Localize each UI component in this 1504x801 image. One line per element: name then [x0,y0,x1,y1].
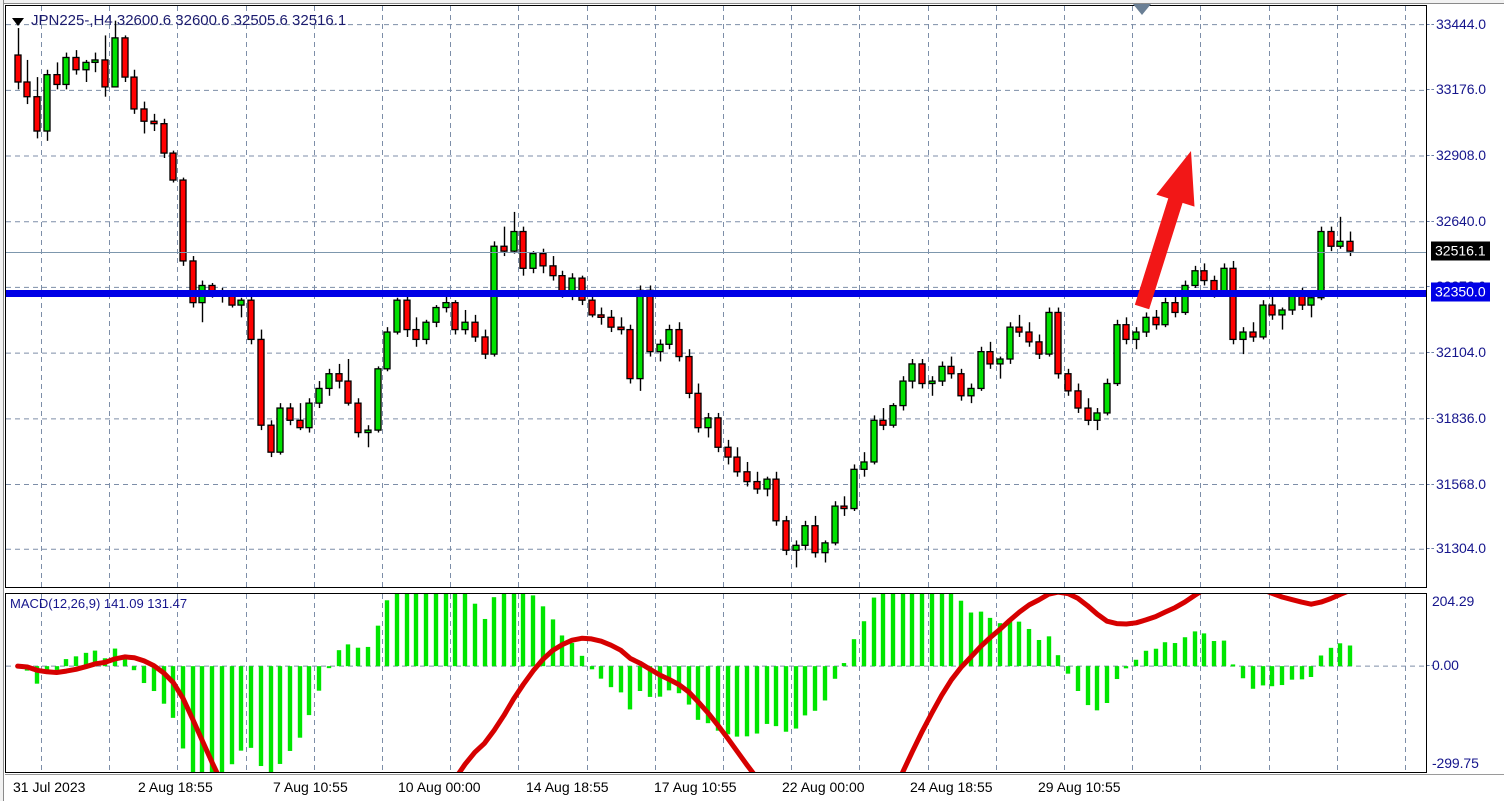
price-axis-tick [1427,220,1434,222]
price-axis-label: 33444.0 [1436,15,1486,32]
price-axis-tick [1427,286,1434,288]
time-axis-label: 17 Aug 10:55 [654,779,737,795]
price-chart-pane[interactable]: JPN225-,H4 32600.6 32600.6 32505.6 32516… [5,5,1427,588]
time-axis-label: 14 Aug 18:55 [526,779,609,795]
macd-axis-label: -299.75 [1432,755,1479,771]
price-axis-label: 31568.0 [1436,475,1486,492]
price-axis-label: 32640.0 [1436,212,1486,229]
chart-title: JPN225-,H4 32600.6 32600.6 32505.6 32516… [31,12,347,29]
period-separator-marker-icon [1133,4,1151,15]
time-axis-label: 10 Aug 00:00 [398,779,481,795]
support-level-line[interactable] [6,289,1426,297]
macd-axis[interactable]: 204.29 0.00 -299.75 [1427,593,1504,773]
time-axis[interactable]: 31 Jul 2023 2 Aug 18:55 7 Aug 10:55 10 Aug … [5,774,1504,801]
time-axis-label: 22 Aug 00:00 [782,779,865,795]
macd-plot [6,594,1426,772]
time-axis-label: 7 Aug 10:55 [273,779,348,795]
support-level-price-tag[interactable]: 32350.0 [1431,282,1490,302]
macd-label: MACD(12,26,9) 141.09 131.47 [10,596,188,611]
time-axis-label: 2 Aug 18:55 [138,779,213,795]
chart-header: JPN225-,H4 32600.6 32600.6 32505.6 32516… [12,12,346,29]
price-axis-tick [1427,89,1434,91]
current-price-tag: 32516.1 [1431,241,1490,261]
price-axis-label: 31304.0 [1436,540,1486,557]
price-axis[interactable]: 33444.033176.032908.032640.032372.032104… [1427,5,1504,588]
window-frame-top [0,0,1504,4]
price-axis-label: 31836.0 [1436,409,1486,426]
time-axis-label: 31 Jul 2023 [13,779,86,795]
price-axis-tick [1427,155,1434,157]
macd-axis-label: 204.29 [1432,593,1475,609]
price-axis-label: 32908.0 [1436,147,1486,164]
price-axis-tick [1427,352,1434,354]
window-frame-left [0,0,4,801]
macd-indicator-pane[interactable]: MACD(12,26,9) 141.09 131.47 [5,593,1427,773]
price-axis-tick [1427,548,1434,550]
time-axis-label: 29 Aug 10:55 [1038,779,1121,795]
price-axis-label: 32104.0 [1436,344,1486,361]
triangle-down-icon[interactable] [12,17,24,26]
price-axis-label: 33176.0 [1436,81,1486,98]
price-axis-tick [1427,483,1434,485]
macd-axis-tick [1427,665,1434,667]
macd-axis-label: 0.00 [1432,657,1459,674]
current-price-line [6,252,1426,254]
price-axis-tick [1427,417,1434,419]
time-axis-label: 24 Aug 18:55 [910,779,993,795]
price-axis-tick [1427,23,1434,25]
